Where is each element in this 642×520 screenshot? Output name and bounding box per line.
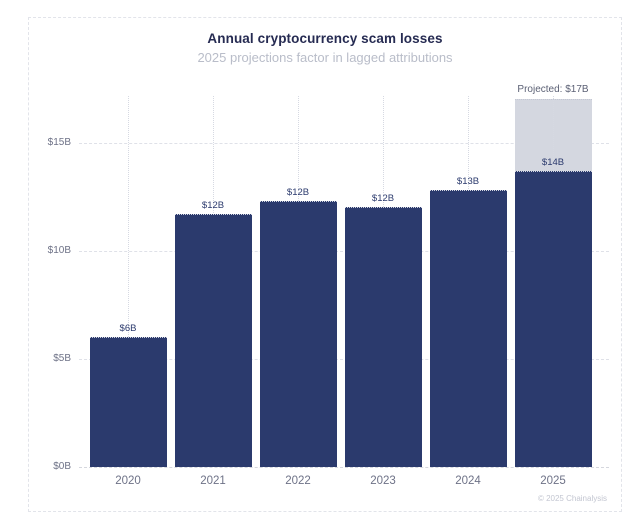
x-axis-tick-label-2022: 2022 — [285, 475, 311, 487]
bar-value-label-2023: $12B — [371, 193, 395, 205]
bar-2022 — [259, 200, 337, 467]
y-axis-tick-label: $5B — [53, 352, 71, 364]
x-axis-tick-label-2024: 2024 — [455, 475, 481, 487]
bar-2020 — [89, 337, 167, 467]
chart-subtitle: 2025 projections factor in lagged attrib… — [197, 50, 453, 65]
chart-title: Annual cryptocurrency scam losses — [207, 31, 443, 46]
y-axis-tick-label: $10B — [47, 244, 71, 256]
bar-2023 — [344, 207, 422, 467]
chart-card: Annual cryptocurrency scam losses 2025 p… — [28, 17, 622, 512]
bar-value-label-2025: $14B — [541, 156, 565, 168]
gridline-y-15 — [79, 142, 609, 144]
bar-value-label-2021: $12B — [201, 199, 225, 211]
gridline-y-10 — [79, 250, 609, 252]
y-axis-tick-label: $15B — [47, 136, 71, 148]
bar-2021 — [174, 213, 252, 467]
gridline-y-0 — [79, 467, 609, 468]
bar-value-label-2024: $13B — [456, 176, 480, 188]
bar-value-label-2022: $12B — [286, 186, 310, 198]
bar-2024 — [429, 190, 507, 467]
y-axis-tick-label: $0B — [53, 461, 71, 472]
projected-total-label: Projected: $17B — [517, 84, 589, 96]
x-axis-tick-label-2025: 2025 — [540, 475, 566, 487]
x-axis-tick-label-2020: 2020 — [115, 475, 141, 487]
x-axis-tick-label-2021: 2021 — [200, 475, 226, 487]
x-axis-tick-label-2023: 2023 — [370, 475, 396, 487]
gridline-y-5 — [79, 358, 609, 360]
bar-2025 — [514, 170, 592, 467]
copyright-credit: © 2025 Chainalysis — [537, 494, 607, 503]
bar-value-label-2020: $6B — [119, 323, 137, 335]
gridline-x-2020 — [128, 96, 129, 467]
plot-area: $0B $5B $10B $15B $6B 2020 $12B 2021 $12B 2022 $12… — [48, 84, 609, 487]
